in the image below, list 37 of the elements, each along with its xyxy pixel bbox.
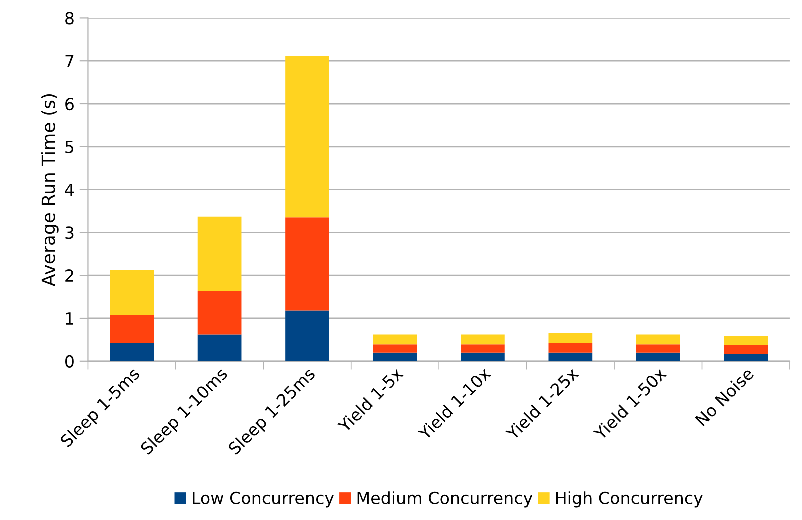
bar <box>636 334 680 345</box>
bar <box>286 310 330 362</box>
bar <box>724 354 768 362</box>
y-tick-label: 6 <box>66 98 74 111</box>
y-tick-label: 8 <box>66 12 74 25</box>
bar <box>373 334 418 345</box>
bar <box>373 344 418 353</box>
bar <box>286 218 330 311</box>
bar <box>110 270 154 316</box>
legend-label: Medium Concurrency <box>358 492 533 508</box>
legend-label: Low Concurrency <box>193 492 334 508</box>
y-tick-label: 0 <box>66 355 74 368</box>
bar <box>198 291 242 335</box>
bar <box>548 343 593 353</box>
bar <box>724 336 768 346</box>
bar <box>548 334 593 344</box>
bar <box>198 216 242 292</box>
y-tick-label: 5 <box>66 141 74 154</box>
bar <box>636 352 680 362</box>
y-tick-label: 3 <box>66 226 74 240</box>
bar <box>373 352 418 362</box>
bar <box>636 344 680 353</box>
bar <box>198 334 242 362</box>
bar <box>461 344 505 353</box>
y-tick-label: 4 <box>65 184 74 196</box>
y-tick-label: 7 <box>66 55 74 68</box>
y-tick-label: 2 <box>66 270 74 282</box>
bar <box>724 346 768 355</box>
bar <box>461 352 505 362</box>
bar <box>110 342 154 362</box>
legend-label: High Concurrency <box>556 492 703 508</box>
y-tick-label: 1 <box>66 312 74 325</box>
bar <box>110 315 154 343</box>
y-axis-title: Average Run Time (s) <box>41 94 59 286</box>
bar <box>461 334 505 345</box>
bar <box>548 352 593 362</box>
bar <box>286 56 330 218</box>
